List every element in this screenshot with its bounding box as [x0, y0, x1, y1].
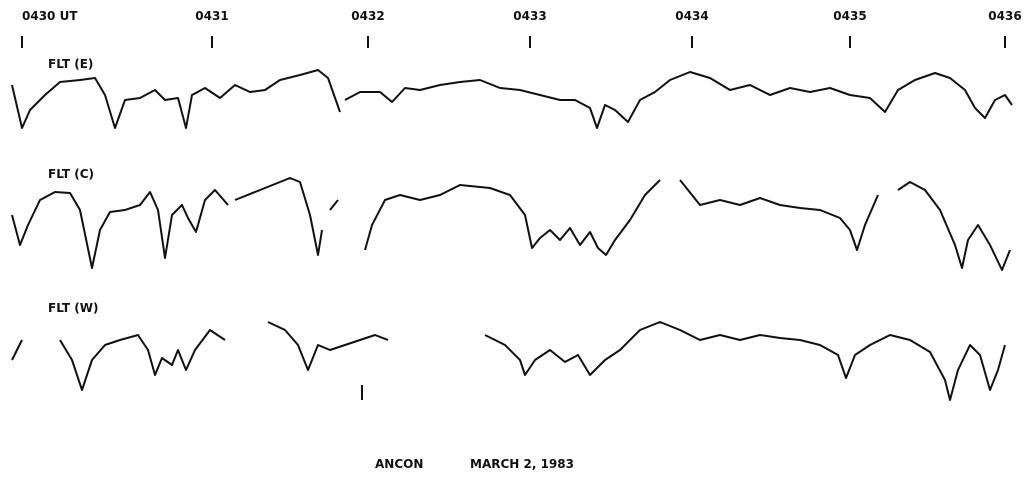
time-label: 0431 [195, 9, 228, 23]
time-label: 0432 [351, 9, 384, 23]
trace-w [11, 321, 1006, 401]
trace-c [11, 177, 1011, 271]
trace-label: FLT (C) [48, 167, 94, 181]
trace-label: FLT (E) [48, 57, 93, 71]
trace-e [11, 69, 1013, 129]
caption-date: MARCH 2, 1983 [470, 457, 574, 471]
caption-site: ANCON [375, 457, 423, 471]
time-label: 0436 [988, 9, 1021, 23]
time-label: 0434 [675, 9, 708, 23]
time-axis: 0430 UT 0431 0432 0433 0434 0435 0436 [21, 9, 1022, 48]
time-label: 0430 UT [22, 9, 78, 23]
trace-label: FLT (W) [48, 301, 98, 315]
time-label: 0433 [513, 9, 546, 23]
time-label: 0435 [833, 9, 866, 23]
